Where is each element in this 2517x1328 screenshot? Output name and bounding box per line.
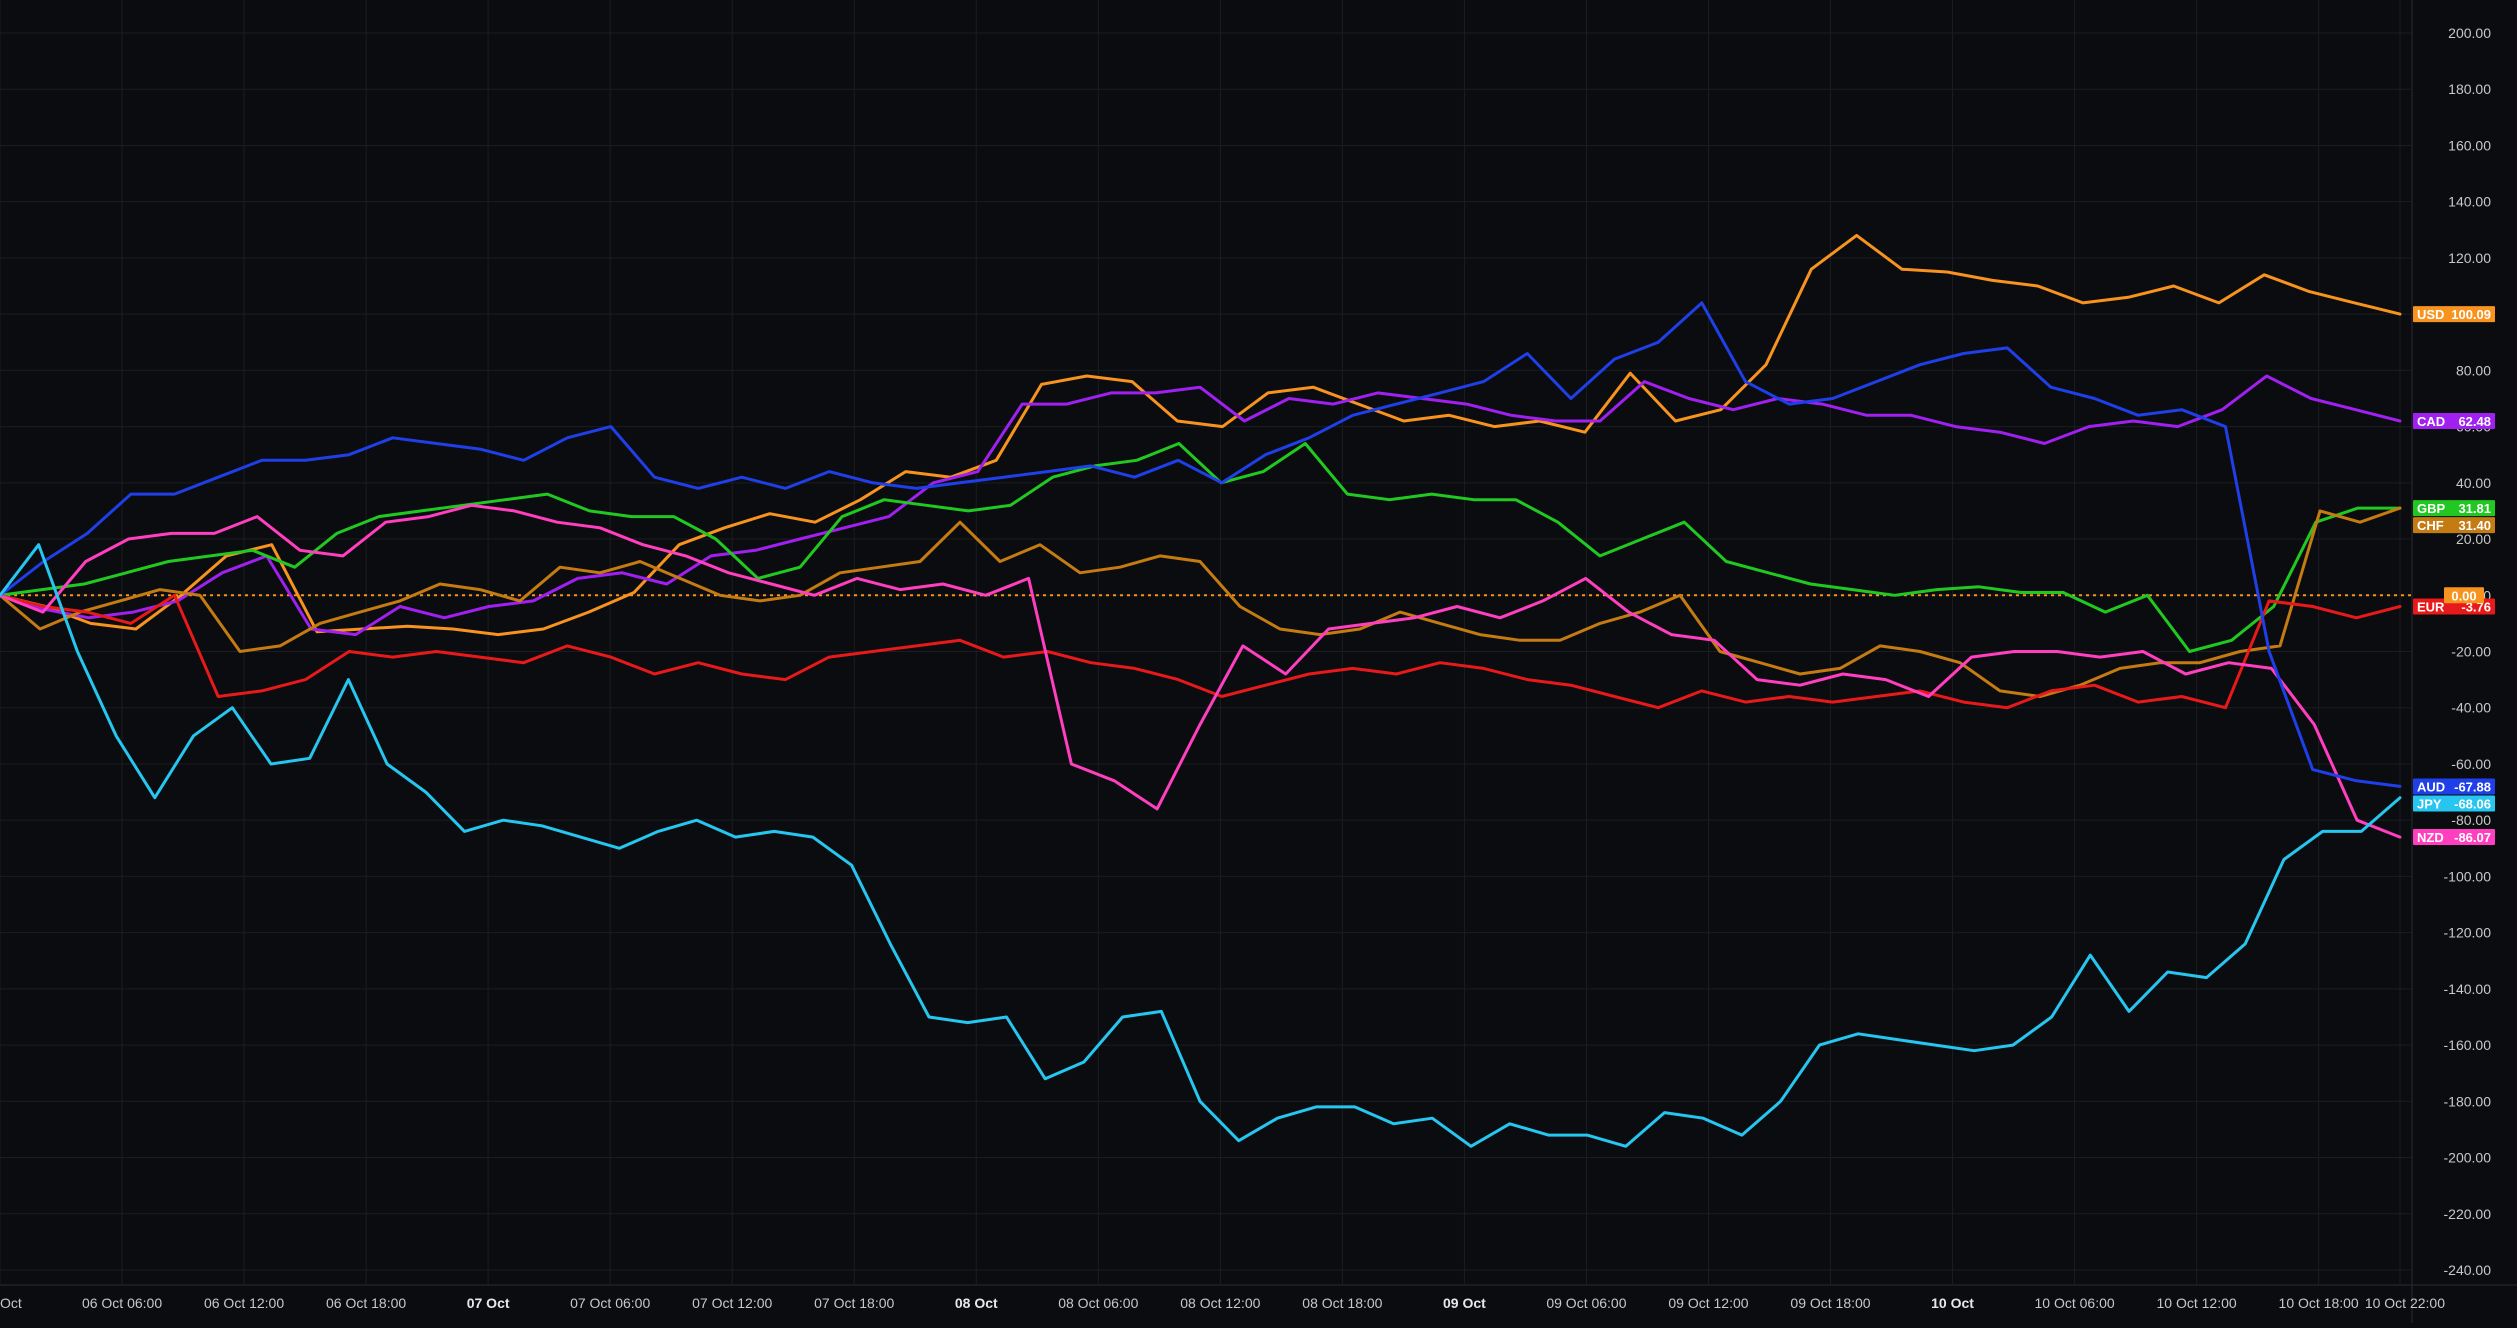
x-tick-label: 08 Oct	[955, 1295, 998, 1311]
value-badge-currency: GBP	[2417, 501, 2446, 516]
value-badge-bg	[2413, 778, 2495, 795]
x-tick-label: 10 Oct 06:00	[2034, 1295, 2114, 1311]
value-badge-aud: AUD -67.88	[2413, 778, 2495, 795]
value-badge-currency: EUR	[2417, 600, 2445, 615]
x-tick-label: 09 Oct 18:00	[1790, 1295, 1870, 1311]
x-tick-label: 06 Oct 12:00	[204, 1295, 284, 1311]
value-badge-value: 100.09	[2451, 307, 2491, 322]
series-line-usd	[0, 233, 2402, 637]
y-tick-label: -40.00	[2451, 700, 2491, 716]
series-line-jpy	[0, 543, 2402, 1148]
x-tick-label: 07 Oct 06:00	[570, 1295, 650, 1311]
x-tick-label: Oct	[0, 1295, 22, 1311]
x-tick-label: 09 Oct 06:00	[1546, 1295, 1626, 1311]
x-tick-label: 10 Oct	[1931, 1295, 1974, 1311]
value-badge-usd: USD 100.09	[2413, 306, 2495, 323]
y-tick-label: 180.00	[2448, 81, 2491, 97]
series-line-eur	[0, 593, 2402, 710]
x-tick-label: 07 Oct 18:00	[814, 1295, 894, 1311]
y-tick-label: -240.00	[2444, 1262, 2492, 1278]
x-tick-label: 07 Oct 12:00	[692, 1295, 772, 1311]
y-tick-label: -200.00	[2444, 1150, 2492, 1166]
series-lines	[0, 233, 2402, 1148]
value-badge-value: 31.81	[2458, 501, 2491, 516]
y-tick-label: 40.00	[2456, 475, 2491, 491]
value-badge-currency: USD	[2417, 307, 2444, 322]
zero-badge: 0.00	[2444, 587, 2484, 604]
value-badge-value: 31.40	[2458, 518, 2491, 533]
x-tick-label: 06 Oct 06:00	[82, 1295, 162, 1311]
y-tick-label: -20.00	[2451, 644, 2491, 660]
series-line-gbp	[0, 442, 2402, 653]
x-axis: Oct 06 Oct 06:00 06 Oct 12:00 06 Oct 18:00 0…	[0, 1295, 2445, 1311]
value-badge-currency: CHF	[2417, 518, 2444, 533]
value-badge-chf: CHF 31.40	[2413, 517, 2495, 534]
x-tick-label: 06 Oct 18:00	[326, 1295, 406, 1311]
value-badge-currency: AUD	[2417, 779, 2445, 794]
y-tick-label: 160.00	[2448, 137, 2491, 153]
y-tick-label: -140.00	[2444, 981, 2492, 997]
x-tick-label: 08 Oct 18:00	[1302, 1295, 1382, 1311]
x-tick-label: 08 Oct 06:00	[1058, 1295, 1138, 1311]
value-badge-cad: CAD 62.48	[2413, 412, 2495, 429]
y-axis: 200.00180.00160.00140.00120.00100.0080.0…	[2444, 25, 2492, 1278]
series-line-aud	[0, 301, 2402, 788]
x-tick-label: 09 Oct	[1443, 1295, 1486, 1311]
value-badge-bg	[2413, 500, 2495, 517]
y-tick-label: -60.00	[2451, 756, 2491, 772]
value-badge-value: -67.88	[2454, 779, 2491, 794]
value-badge-bg	[2413, 517, 2495, 534]
value-badge-bg	[2413, 306, 2495, 323]
x-tick-label: 09 Oct 12:00	[1668, 1295, 1748, 1311]
x-tick-label: 10 Oct 18:00	[2279, 1295, 2359, 1311]
y-tick-label: -80.00	[2451, 812, 2491, 828]
series-line-chf	[0, 506, 2402, 698]
series-line-cad	[0, 374, 2402, 637]
zero-badge-label: 0.00	[2451, 588, 2476, 603]
x-tick-label: 10 Oct 22:00	[2365, 1295, 2445, 1311]
x-tick-label: 10 Oct 12:00	[2157, 1295, 2237, 1311]
y-tick-label: 200.00	[2448, 25, 2491, 41]
x-tick-label: 08 Oct 12:00	[1180, 1295, 1260, 1311]
value-badge-currency: JPY	[2417, 796, 2442, 811]
y-tick-label: -120.00	[2444, 925, 2492, 941]
zero-badge-bg	[2444, 587, 2484, 604]
y-tick-label: -100.00	[2444, 868, 2492, 884]
value-badge-bg	[2413, 795, 2495, 812]
value-badge-currency: CAD	[2417, 414, 2445, 429]
y-tick-label: 80.00	[2456, 362, 2491, 378]
value-badge-gbp: GBP 31.81	[2413, 500, 2495, 517]
value-badge-currency: NZD	[2417, 830, 2444, 845]
y-tick-label: -220.00	[2444, 1206, 2492, 1222]
x-tick-label: 07 Oct	[467, 1295, 510, 1311]
y-tick-label: 140.00	[2448, 194, 2491, 210]
series-line-nzd	[0, 503, 2402, 839]
y-tick-label: -180.00	[2444, 1093, 2492, 1109]
y-tick-label: 120.00	[2448, 250, 2491, 266]
value-badge-bg	[2413, 412, 2495, 429]
value-badge-nzd: NZD -86.07	[2413, 829, 2495, 846]
value-badge-value: -86.07	[2454, 830, 2491, 845]
value-badge-bg	[2413, 829, 2495, 846]
value-badge-value: -68.06	[2454, 796, 2491, 811]
y-tick-label: -160.00	[2444, 1037, 2492, 1053]
value-badge-value: 62.48	[2458, 414, 2491, 429]
y-tick-label: 20.00	[2456, 531, 2491, 547]
value-badge-jpy: JPY -68.06	[2413, 795, 2495, 812]
